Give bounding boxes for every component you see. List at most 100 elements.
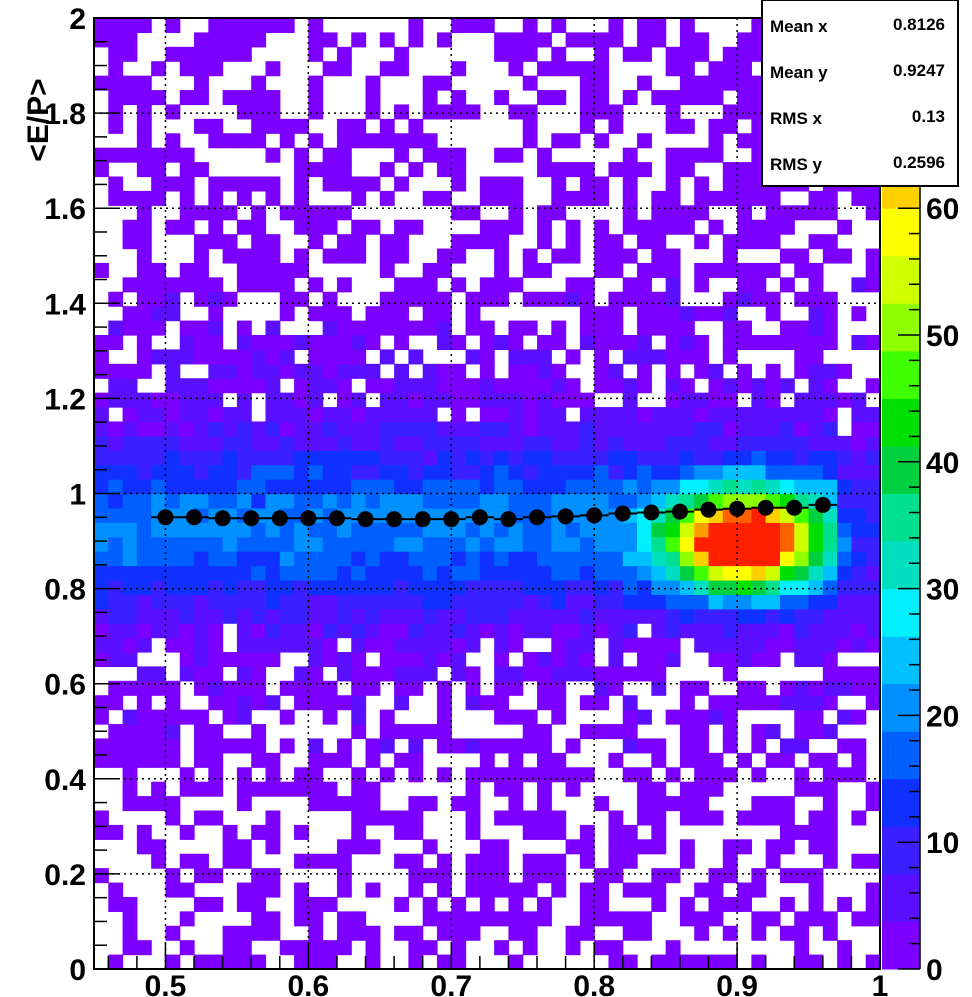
heatmap-cell	[479, 608, 495, 624]
heatmap-cell	[694, 767, 710, 783]
heatmap-cell	[679, 536, 695, 552]
heatmap-cell	[779, 248, 795, 264]
heatmap-cell	[136, 421, 152, 437]
palette-segment	[882, 255, 920, 304]
heatmap-cell	[351, 709, 367, 725]
heatmap-cell	[208, 652, 224, 668]
heatmap-cell	[279, 349, 295, 365]
heatmap-cell	[336, 940, 352, 956]
heatmap-cell	[151, 536, 167, 552]
heatmap-cell	[494, 219, 510, 235]
heatmap-cell	[422, 652, 438, 668]
heatmap-cell	[508, 363, 524, 379]
heatmap-cell	[508, 392, 524, 408]
heatmap-cell	[108, 882, 124, 898]
heatmap-cell	[451, 896, 467, 912]
heatmap-cell	[722, 248, 738, 264]
heatmap-cell	[751, 435, 767, 451]
heatmap-cell	[451, 162, 467, 178]
heatmap-cell	[108, 90, 124, 106]
heatmap-cell	[394, 666, 409, 682]
heatmap-cell	[94, 75, 109, 91]
heatmap-cell	[294, 940, 309, 956]
heatmap-cell	[479, 853, 495, 869]
heatmap-cell	[251, 824, 267, 840]
heatmap-cell	[808, 522, 824, 538]
heatmap-cell	[379, 378, 395, 394]
heatmap-cell	[522, 133, 538, 149]
heatmap-cell	[294, 493, 309, 509]
heatmap-cell	[665, 392, 681, 408]
heatmap-cell	[436, 724, 452, 740]
heatmap-cell	[837, 680, 853, 696]
heatmap-cell	[751, 565, 767, 581]
heatmap-cell	[594, 75, 610, 91]
heatmap-cell	[179, 147, 195, 163]
heatmap-cell	[222, 435, 238, 451]
heatmap-cell	[765, 219, 781, 235]
heatmap-cell	[537, 666, 552, 682]
heatmap-cell	[194, 118, 209, 134]
color-scale-label: 50	[926, 320, 959, 353]
y-tick-label: 2	[69, 3, 86, 36]
heatmap-cell	[622, 291, 638, 307]
heatmap-cell	[394, 551, 409, 567]
heatmap-cell	[136, 709, 152, 725]
heatmap-cell	[865, 450, 881, 466]
palette-segment	[882, 350, 920, 399]
heatmap-cell	[122, 551, 138, 567]
heatmap-cell	[136, 407, 152, 423]
heatmap-cell	[265, 551, 281, 567]
heatmap-cell	[465, 868, 481, 884]
heatmap-cell	[294, 637, 309, 653]
heatmap-cell	[751, 637, 767, 653]
heatmap-cell	[479, 493, 495, 509]
heatmap-cell	[508, 551, 524, 567]
heatmap-cell	[622, 407, 638, 423]
heatmap-cell	[651, 868, 667, 884]
heatmap-cell	[722, 709, 738, 725]
heatmap-cell	[851, 277, 867, 293]
heatmap-cell	[265, 623, 281, 639]
heatmap-cell	[365, 378, 381, 394]
heatmap-cell	[194, 536, 209, 552]
heatmap-cell	[465, 853, 481, 869]
heatmap-cell	[665, 479, 681, 495]
stats-label-rms-x: RMS x	[770, 109, 823, 128]
heatmap-cell	[822, 579, 838, 595]
heatmap-cell	[365, 680, 381, 696]
heatmap-cell	[494, 709, 510, 725]
heatmap-cell	[265, 407, 281, 423]
heatmap-cell	[379, 407, 395, 423]
heatmap-cell	[479, 378, 495, 394]
heatmap-cell	[194, 392, 209, 408]
heatmap-cell	[779, 479, 795, 495]
heatmap-cell	[279, 435, 295, 451]
heatmap-cell	[236, 652, 252, 668]
heatmap-cell	[508, 104, 524, 120]
heatmap-cell	[322, 940, 338, 956]
heatmap-cell	[479, 464, 495, 480]
heatmap-cell	[565, 450, 581, 466]
heatmap-cell	[537, 911, 552, 927]
heatmap-cell	[551, 464, 567, 480]
heatmap-cell	[751, 407, 767, 423]
heatmap-cell	[108, 392, 124, 408]
heatmap-cell	[579, 652, 595, 668]
heatmap-cell	[508, 709, 524, 725]
heatmap-cell	[408, 349, 424, 365]
y-tick-label: 1.8	[44, 98, 86, 131]
heatmap-cell	[865, 262, 881, 278]
heatmap-cell	[251, 954, 267, 970]
heatmap-cell	[265, 248, 281, 264]
heatmap-cell	[494, 90, 510, 106]
heatmap-cell	[837, 565, 853, 581]
heatmap-cell	[794, 291, 810, 307]
heatmap-cell	[194, 450, 209, 466]
heatmap-cell	[422, 724, 438, 740]
heatmap-cell	[537, 349, 552, 365]
heatmap-cell	[494, 911, 510, 927]
heatmap-cell	[651, 421, 667, 437]
heatmap-cell	[322, 709, 338, 725]
heatmap-cell	[236, 709, 252, 725]
